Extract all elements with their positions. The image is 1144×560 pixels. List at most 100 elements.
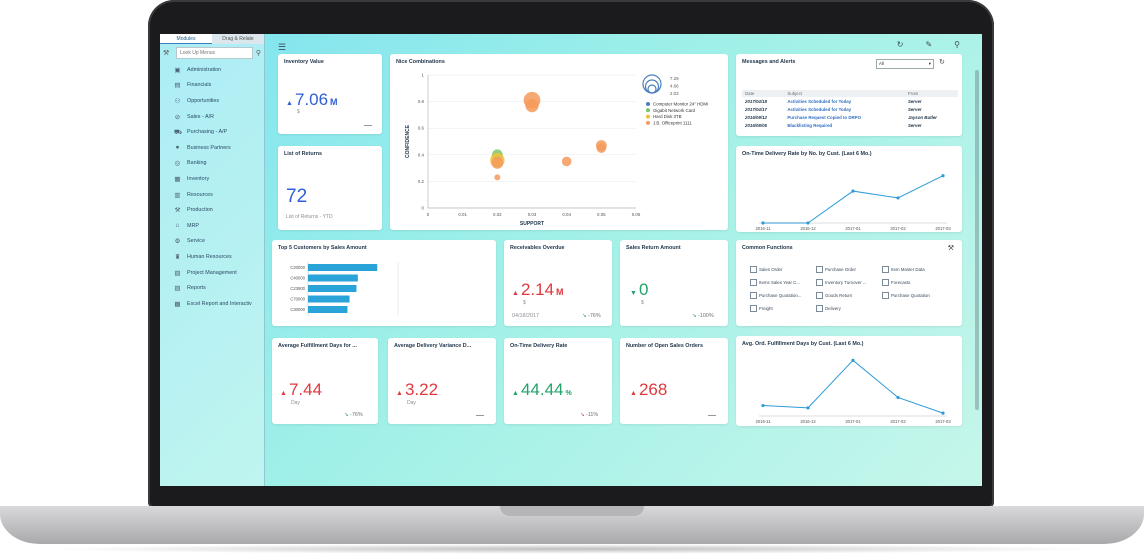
- sidebar-item-mrp[interactable]: ⌂ MRP: [160, 218, 264, 234]
- resources-icon: ▥: [174, 191, 181, 199]
- refresh-icon[interactable]: ↻: [939, 59, 945, 66]
- data-point[interactable]: [761, 403, 765, 408]
- sidebar-item-opportunities[interactable]: ⚇ Opportunities: [160, 93, 264, 109]
- edit-icon[interactable]: ✎: [925, 40, 933, 49]
- table-cell[interactable]: Activities Scheduled for Today: [787, 106, 852, 112]
- legend-label[interactable]: Computer Monitor 24" HDMI: [653, 102, 708, 107]
- data-point[interactable]: [851, 189, 855, 193]
- common-function-link[interactable]: Forecasts: [882, 279, 910, 286]
- ontime-delivery-rate-card[interactable]: On-Time Delivery Rate ▲ 44.44 % ↘ -11%: [504, 338, 612, 424]
- avg-fulfillment-card[interactable]: Average Fulfillment Days for ... ▲ 7.44 …: [272, 338, 378, 424]
- sidebar: Modules Drag & Relate ⚒ ⚲ ▣ Administratio…: [160, 34, 265, 486]
- common-function-link[interactable]: Purchase Quotation: [882, 292, 930, 299]
- scatter-point[interactable]: [561, 156, 572, 167]
- legend-label[interactable]: J.B. Officeprint 1111: [653, 121, 692, 126]
- legend-label[interactable]: Hard Disk 3TB: [653, 114, 682, 119]
- data-point[interactable]: [851, 358, 855, 362]
- data-point[interactable]: [806, 221, 810, 225]
- x-tick-label: 2016-11: [755, 419, 771, 424]
- receivables-kpi: ▲ 2.14 M: [512, 280, 564, 300]
- scatter-point[interactable]: [525, 98, 539, 113]
- sidebar-item-business-partners[interactable]: ● Business Partners: [160, 140, 264, 156]
- nice-combinations-card[interactable]: Nice Combinations 0 0.2 0.4 0.6 0.8 1 0 0.01 0.0…: [390, 54, 728, 230]
- bar[interactable]: [308, 306, 348, 313]
- sidebar-item-resources[interactable]: ▥ Resources: [160, 187, 264, 203]
- sidebar-item-financials[interactable]: ▤ Financials: [160, 78, 264, 94]
- search-icon[interactable]: ⚲: [954, 40, 960, 49]
- tab-modules[interactable]: Modules: [160, 34, 212, 44]
- sidebar-item-administration[interactable]: ▣ Administration: [160, 62, 264, 78]
- search-icon[interactable]: ⚲: [255, 50, 261, 57]
- scatter-point[interactable]: [494, 174, 501, 181]
- data-point[interactable]: [896, 196, 900, 200]
- data-point[interactable]: [896, 395, 900, 400]
- table-cell[interactable]: Activities Scheduled for Today: [787, 98, 852, 104]
- common-function-link[interactable]: Inventory Turnover ...: [816, 279, 867, 286]
- x-tick-label: 2016-11: [755, 226, 771, 231]
- sidebar-item-sales-a-r[interactable]: ⊘ Sales - A/R: [160, 109, 264, 125]
- kpi-currency: $: [641, 300, 644, 306]
- legend-label[interactable]: Gigabit Network Card: [653, 108, 696, 113]
- receivables-card[interactable]: Receivables Overdue ▲ 2.14 M $ 04/18/201…: [504, 240, 612, 326]
- table-row[interactable]: 2016/09/12 Purchase Request Copied to DRP…: [742, 113, 958, 121]
- table-row[interactable]: 2016/08/05 Blacklisting Required Server: [742, 122, 958, 130]
- data-point[interactable]: [806, 406, 810, 410]
- trend-indicator: ↘ -11%: [580, 412, 598, 418]
- sales-return-card[interactable]: Sales Return Amount ▼ 0 $ ↘ -100%: [620, 240, 728, 326]
- messages-card[interactable]: Messages and Alerts All ▾ ↻ Date Subject …: [736, 54, 962, 136]
- avg-order-fulfillment-chart-card[interactable]: Avg. Ord. Fulfillment Days by Cust. (Las…: [736, 336, 962, 426]
- common-function-link[interactable]: Purchase Quotation...: [750, 292, 801, 299]
- common-function-label: Delivery: [825, 306, 841, 311]
- scrollbar[interactable]: [975, 70, 979, 410]
- top5-customers-card[interactable]: Top 5 Customers by Sales Amount C20000 C4…: [272, 240, 496, 326]
- common-function-link[interactable]: Purchase Order: [816, 266, 856, 273]
- wrench-icon[interactable]: ⚒: [947, 245, 954, 252]
- sidebar-menu: ▣ Administration ▤ Financials ⚇ Opportunities…: [160, 62, 264, 312]
- common-function-link[interactable]: Freight: [750, 305, 773, 312]
- wrench-icon[interactable]: ⚒: [163, 50, 170, 57]
- scatter-point[interactable]: [491, 156, 504, 169]
- sidebar-item-banking[interactable]: ◎ Banking: [160, 156, 264, 172]
- menu-search-input[interactable]: [176, 47, 253, 59]
- data-point[interactable]: [941, 411, 945, 415]
- sidebar-item-service[interactable]: ⚙ Service: [160, 234, 264, 250]
- bar[interactable]: [308, 285, 357, 292]
- y-tick-label: 0: [422, 206, 425, 211]
- common-function-link[interactable]: Item Master Data: [882, 266, 925, 273]
- sidebar-item-excel-report-and-interactiv[interactable]: ▩ Excel Report and Interactiv: [160, 296, 264, 312]
- refresh-icon[interactable]: ↻: [896, 40, 904, 49]
- ontime-delivery-rate-kpi: ▲ 44.44 %: [512, 380, 572, 400]
- common-function-link[interactable]: Sales Order: [750, 266, 782, 273]
- open-sales-orders-card[interactable]: Number of Open Sales Orders ▲ 268: [620, 338, 728, 424]
- bar-chart: C20000 C40000 C23900 C70000 C30000: [290, 262, 399, 316]
- card-title: On-Time Delivery Rate by No. by Cust. (L…: [742, 151, 872, 157]
- table-row[interactable]: 2017/04/17 Activities Scheduled for Today…: [742, 105, 958, 113]
- table-cell[interactable]: Purchase Request Copied to DRPO: [787, 114, 862, 120]
- ontime-delivery-chart-card[interactable]: On-Time Delivery Rate by No. by Cust. (L…: [736, 146, 962, 232]
- common-function-link[interactable]: Goods Return: [816, 292, 852, 299]
- list-of-returns-card[interactable]: List of Returns 72 List of Returns - YTD: [278, 146, 382, 230]
- avg-delivery-variance-card[interactable]: Average Delivery Variance D... ▲ 3.22 Da…: [388, 338, 496, 424]
- data-point[interactable]: [761, 221, 765, 225]
- data-point[interactable]: [941, 174, 945, 178]
- messages-filter-select[interactable]: All ▾: [876, 59, 934, 69]
- sidebar-item-purchasing-a-p[interactable]: ⛟ Purchasing - A/P: [160, 124, 264, 140]
- hamburger-menu-icon[interactable]: ☰: [278, 42, 287, 52]
- inventory-value-card[interactable]: Inventory Value ▲ 7.06 M $: [278, 54, 382, 134]
- sidebar-item-project-management[interactable]: ▧ Project Management: [160, 265, 264, 281]
- bar[interactable]: [308, 295, 350, 303]
- table-row[interactable]: 2017/04/18 Activities Scheduled for Today…: [742, 97, 958, 105]
- table-cell[interactable]: Blacklisting Required: [787, 123, 833, 129]
- sidebar-item-inventory[interactable]: ▦ Inventory: [160, 171, 264, 187]
- sidebar-item-production[interactable]: ⚒ Production: [160, 202, 264, 218]
- menu-search: ⚒ ⚲: [163, 46, 261, 60]
- bar[interactable]: [308, 264, 378, 271]
- sidebar-item-reports[interactable]: ▨ Reports: [160, 280, 264, 296]
- tab-drag-relate[interactable]: Drag & Relate: [212, 34, 264, 44]
- scatter-point[interactable]: [596, 143, 607, 153]
- common-function-link[interactable]: Items Sales Year C...: [750, 279, 800, 286]
- bar[interactable]: [308, 274, 358, 282]
- common-function-link[interactable]: Delivery: [816, 305, 841, 312]
- common-functions-card[interactable]: Common Functions ⚒ Sales Order Purchase O…: [736, 240, 962, 326]
- sidebar-item-human-resources[interactable]: ♜ Human Resources: [160, 249, 264, 265]
